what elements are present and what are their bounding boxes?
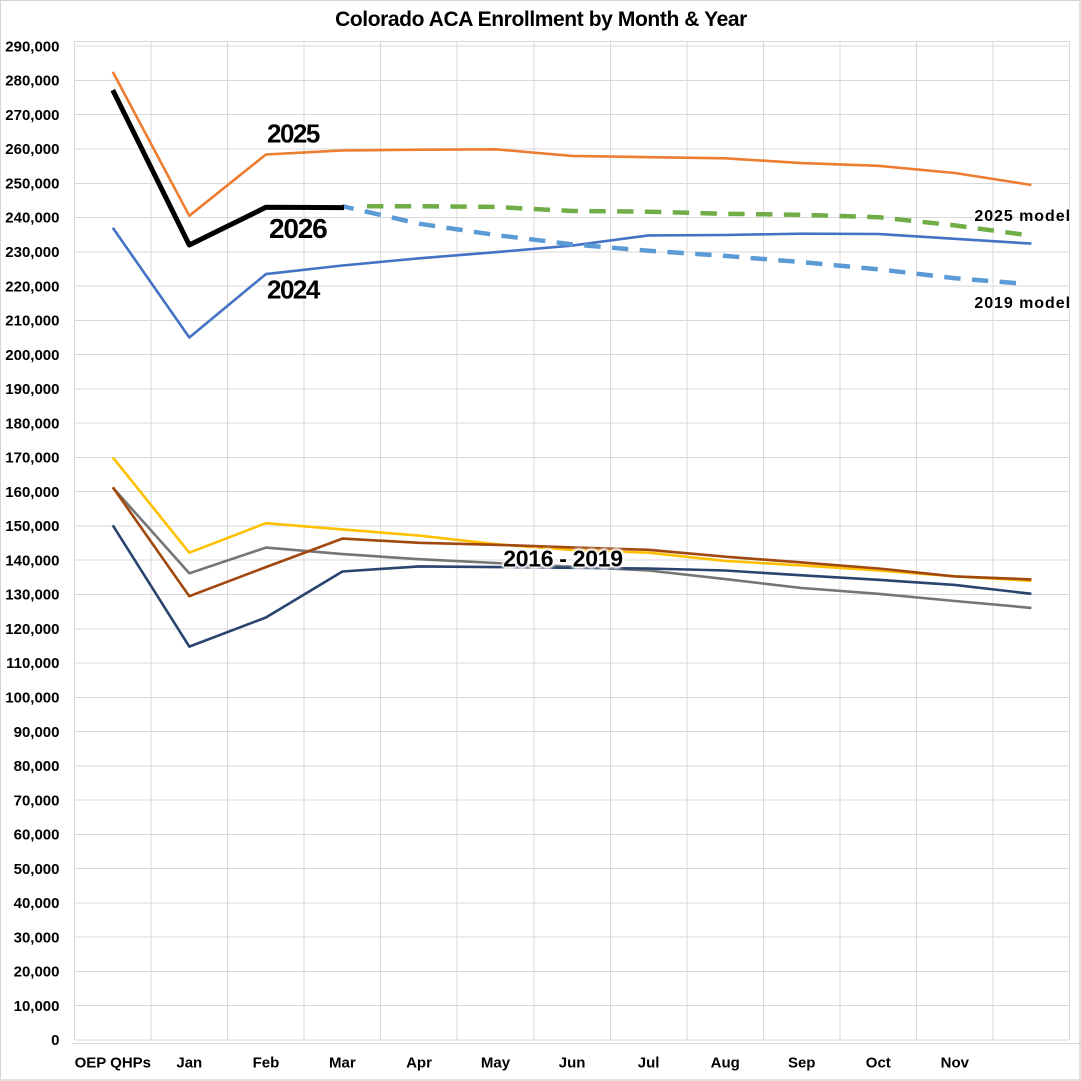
svg-text:30,000: 30,000 bbox=[14, 929, 60, 946]
svg-text:2025 model: 2025 model bbox=[974, 208, 1071, 225]
svg-text:Jan: Jan bbox=[176, 1055, 202, 1072]
svg-text:290,000: 290,000 bbox=[5, 38, 59, 55]
svg-text:230,000: 230,000 bbox=[5, 244, 59, 261]
svg-text:Aug: Aug bbox=[711, 1055, 740, 1072]
svg-text:190,000: 190,000 bbox=[5, 381, 59, 398]
svg-text:OEP QHPs: OEP QHPs bbox=[75, 1055, 151, 1072]
svg-text:Mar: Mar bbox=[329, 1055, 356, 1072]
svg-text:2016 - 2019: 2016 - 2019 bbox=[503, 546, 622, 572]
svg-text:10,000: 10,000 bbox=[14, 998, 60, 1015]
svg-text:90,000: 90,000 bbox=[14, 724, 60, 741]
svg-text:210,000: 210,000 bbox=[5, 313, 59, 330]
svg-text:200,000: 200,000 bbox=[5, 347, 59, 364]
svg-text:50,000: 50,000 bbox=[14, 861, 60, 878]
svg-text:Colorado ACA Enrollment by Mon: Colorado ACA Enrollment by Month & Year bbox=[335, 8, 747, 31]
svg-text:2025: 2025 bbox=[267, 119, 320, 149]
svg-text:120,000: 120,000 bbox=[5, 621, 59, 638]
svg-text:Jul: Jul bbox=[638, 1055, 660, 1072]
svg-text:Nov: Nov bbox=[941, 1055, 970, 1072]
svg-text:40,000: 40,000 bbox=[14, 895, 60, 912]
svg-text:270,000: 270,000 bbox=[5, 107, 59, 124]
svg-text:Apr: Apr bbox=[406, 1055, 432, 1072]
svg-text:140,000: 140,000 bbox=[5, 552, 59, 569]
svg-text:160,000: 160,000 bbox=[5, 484, 59, 501]
svg-text:70,000: 70,000 bbox=[14, 792, 60, 809]
svg-text:2019 model: 2019 model bbox=[974, 295, 1071, 312]
svg-text:60,000: 60,000 bbox=[14, 827, 60, 844]
svg-text:150,000: 150,000 bbox=[5, 518, 59, 535]
svg-text:280,000: 280,000 bbox=[5, 73, 59, 90]
svg-text:Jun: Jun bbox=[559, 1055, 586, 1072]
svg-text:20,000: 20,000 bbox=[14, 964, 60, 981]
svg-text:220,000: 220,000 bbox=[5, 278, 59, 295]
svg-text:Feb: Feb bbox=[253, 1055, 280, 1072]
svg-text:Oct: Oct bbox=[866, 1055, 891, 1072]
svg-text:250,000: 250,000 bbox=[5, 176, 59, 193]
svg-text:2024: 2024 bbox=[267, 275, 321, 305]
svg-text:Sep: Sep bbox=[788, 1055, 816, 1072]
svg-text:180,000: 180,000 bbox=[5, 415, 59, 432]
svg-text:260,000: 260,000 bbox=[5, 141, 59, 158]
svg-text:240,000: 240,000 bbox=[5, 210, 59, 227]
svg-text:170,000: 170,000 bbox=[5, 450, 59, 467]
svg-text:130,000: 130,000 bbox=[5, 587, 59, 604]
svg-text:80,000: 80,000 bbox=[14, 758, 60, 775]
svg-text:100,000: 100,000 bbox=[5, 690, 59, 707]
svg-text:0: 0 bbox=[51, 1032, 59, 1049]
svg-text:May: May bbox=[481, 1055, 511, 1072]
svg-text:2026: 2026 bbox=[269, 213, 327, 244]
svg-text:110,000: 110,000 bbox=[6, 655, 59, 672]
